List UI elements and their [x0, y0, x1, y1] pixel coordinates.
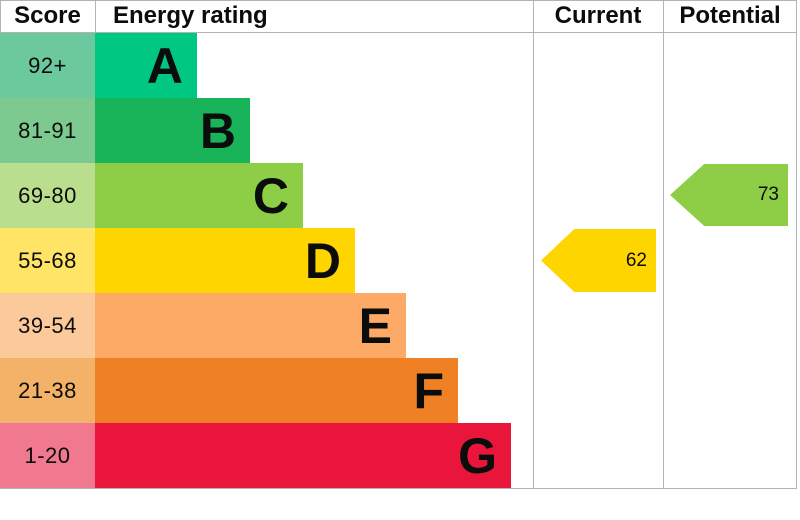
current-rating-value: 62: [625, 249, 647, 271]
band-g-bar: G: [95, 423, 511, 488]
energy-rating-header: Energy rating: [113, 2, 268, 29]
band-e-score-range: 39-54: [0, 293, 95, 358]
band-g-score-range: 1-20: [0, 423, 95, 488]
band-a-score-range: 92+: [0, 33, 95, 98]
current-header: Current: [554, 2, 642, 29]
band-a-bar: A: [95, 33, 197, 98]
header-underline: [0, 32, 797, 33]
band-row-d: 55-68 D: [0, 228, 800, 293]
potential-column-divider: [663, 0, 664, 488]
band-d-letter: D: [304, 232, 341, 289]
band-row-b: 81-91 B: [0, 98, 800, 163]
band-c-bar: C: [95, 163, 303, 228]
band-e-letter: E: [358, 297, 392, 354]
band-b-bar: B: [95, 98, 250, 163]
header-row: Score Energy rating Current Potential: [0, 0, 797, 33]
band-f-bar: F: [95, 358, 458, 423]
score-header: Score: [14, 2, 81, 29]
current-column-divider: [533, 0, 534, 488]
potential-rating-value: 73: [757, 184, 779, 205]
table-bottom-border: [0, 488, 797, 489]
band-f-score-range: 21-38: [0, 358, 95, 423]
table-right-border: [796, 0, 797, 488]
band-rows: 92+ A 81-91 B 69-80 C 55-68 D 39-54: [0, 33, 800, 488]
band-g-letter: G: [458, 427, 497, 484]
band-f-letter: F: [413, 362, 444, 419]
band-row-f: 21-38 F: [0, 358, 800, 423]
band-row-c: 69-80 C: [0, 163, 800, 228]
band-b-score-range: 81-91: [0, 98, 95, 163]
score-column-divider: [95, 0, 96, 32]
band-b-letter: B: [199, 102, 236, 159]
band-d-bar: D: [95, 228, 355, 293]
band-e-bar: E: [95, 293, 406, 358]
band-row-a: 92+ A: [0, 33, 800, 98]
band-row-g: 1-20 G: [0, 423, 800, 488]
band-a-letter: A: [146, 37, 183, 94]
band-d-score-range: 55-68: [0, 228, 95, 293]
band-row-e: 39-54 E: [0, 293, 800, 358]
band-c-letter: C: [252, 167, 289, 224]
table-top-border: [0, 0, 797, 1]
potential-header: Potential: [679, 2, 781, 29]
band-c-score-range: 69-80: [0, 163, 95, 228]
table-left-border: [0, 0, 1, 32]
